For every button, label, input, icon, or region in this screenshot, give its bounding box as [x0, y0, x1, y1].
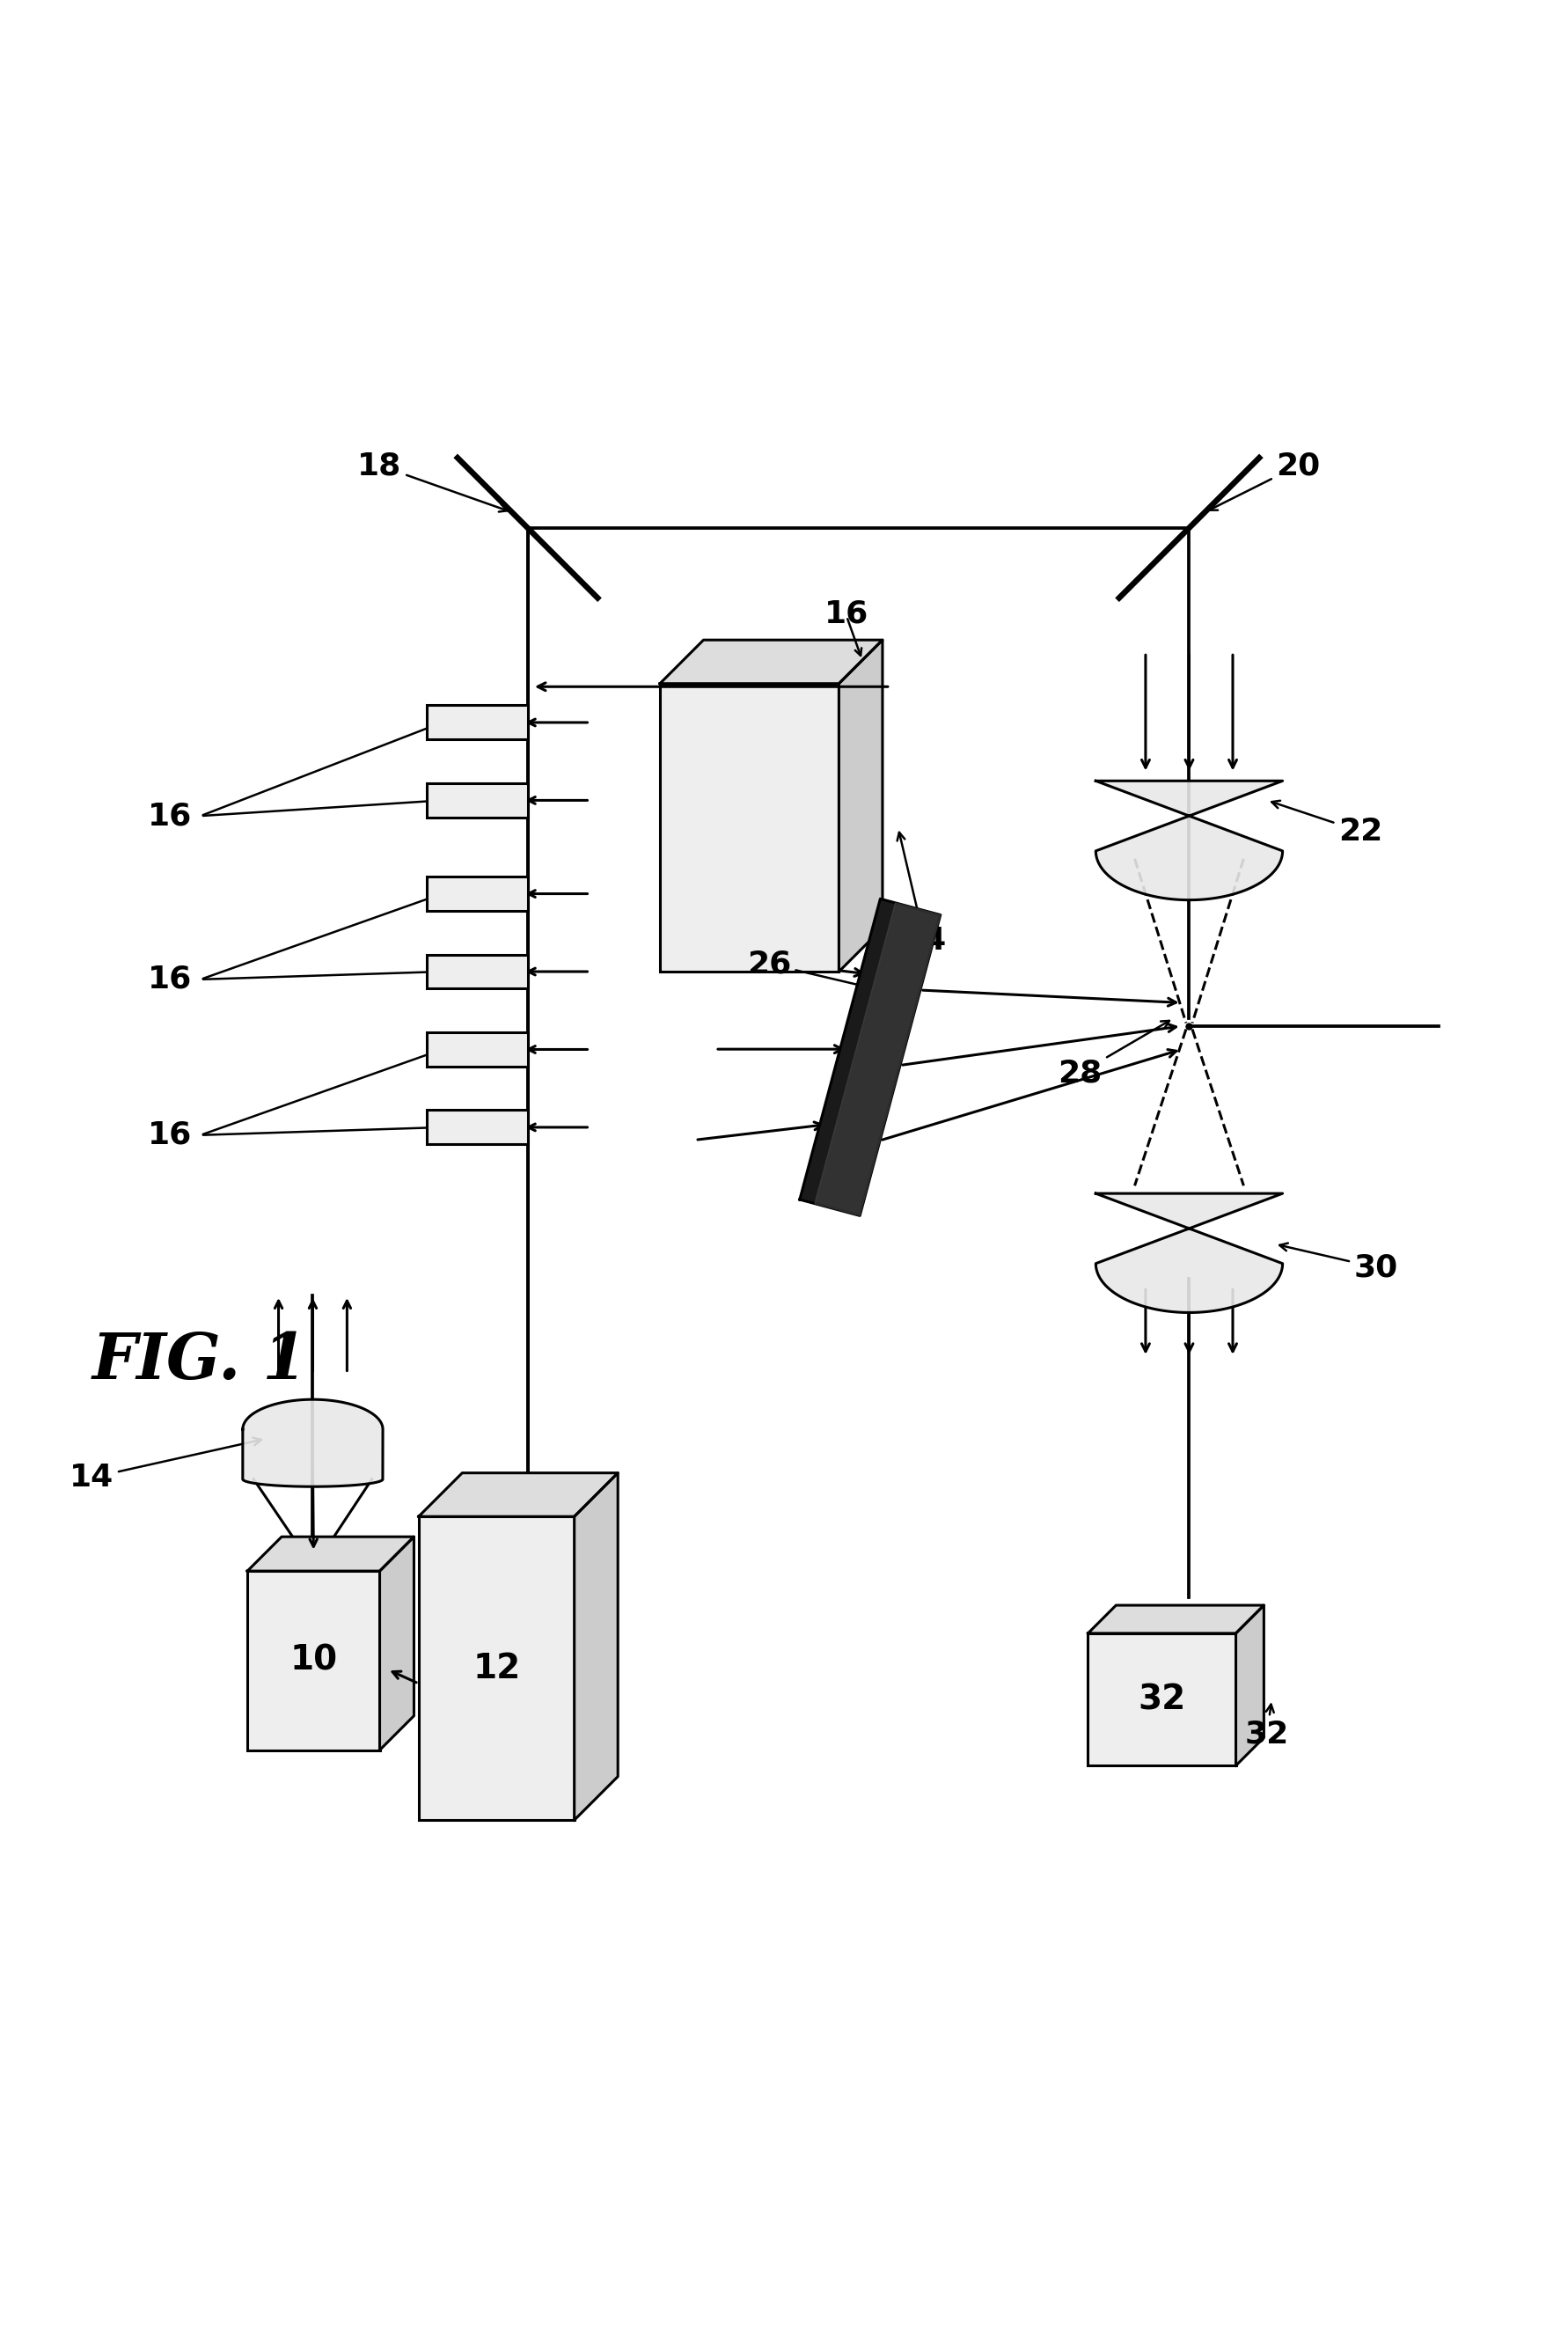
Bar — [248, 1571, 379, 1749]
Text: 32: 32 — [1243, 1705, 1289, 1749]
Text: 12: 12 — [472, 1651, 521, 1686]
Polygon shape — [1094, 1193, 1283, 1313]
Polygon shape — [1087, 1606, 1264, 1634]
Text: 16: 16 — [147, 801, 191, 831]
Bar — [419, 1517, 574, 1820]
Text: 16: 16 — [147, 1120, 191, 1151]
Polygon shape — [839, 641, 883, 972]
Polygon shape — [800, 899, 939, 1216]
Polygon shape — [660, 641, 883, 683]
Polygon shape — [419, 1472, 618, 1517]
Bar — [426, 1111, 527, 1143]
Text: 22: 22 — [1272, 801, 1381, 845]
Polygon shape — [814, 904, 939, 1216]
Polygon shape — [1236, 1606, 1264, 1766]
Text: 16: 16 — [825, 599, 869, 629]
Text: 32: 32 — [1137, 1684, 1185, 1716]
Text: FIG. 1: FIG. 1 — [91, 1329, 307, 1392]
Bar — [426, 704, 527, 740]
Polygon shape — [243, 1399, 383, 1486]
Bar — [1087, 1634, 1236, 1766]
Polygon shape — [379, 1536, 414, 1749]
Text: 10: 10 — [290, 1644, 337, 1676]
Text: 14: 14 — [69, 1437, 262, 1493]
Bar — [426, 1033, 527, 1066]
Polygon shape — [1094, 782, 1283, 899]
Text: 20: 20 — [1209, 451, 1320, 510]
Text: 28: 28 — [1057, 1021, 1168, 1087]
Text: 18: 18 — [358, 451, 506, 512]
Polygon shape — [248, 1536, 414, 1571]
Text: 16: 16 — [147, 965, 191, 993]
Bar — [660, 683, 839, 972]
Bar — [426, 876, 527, 911]
Polygon shape — [574, 1472, 618, 1820]
Bar — [426, 784, 527, 817]
Text: 24: 24 — [897, 831, 946, 956]
Bar — [426, 956, 527, 989]
Text: 26: 26 — [746, 949, 895, 996]
Text: 30: 30 — [1279, 1242, 1397, 1282]
